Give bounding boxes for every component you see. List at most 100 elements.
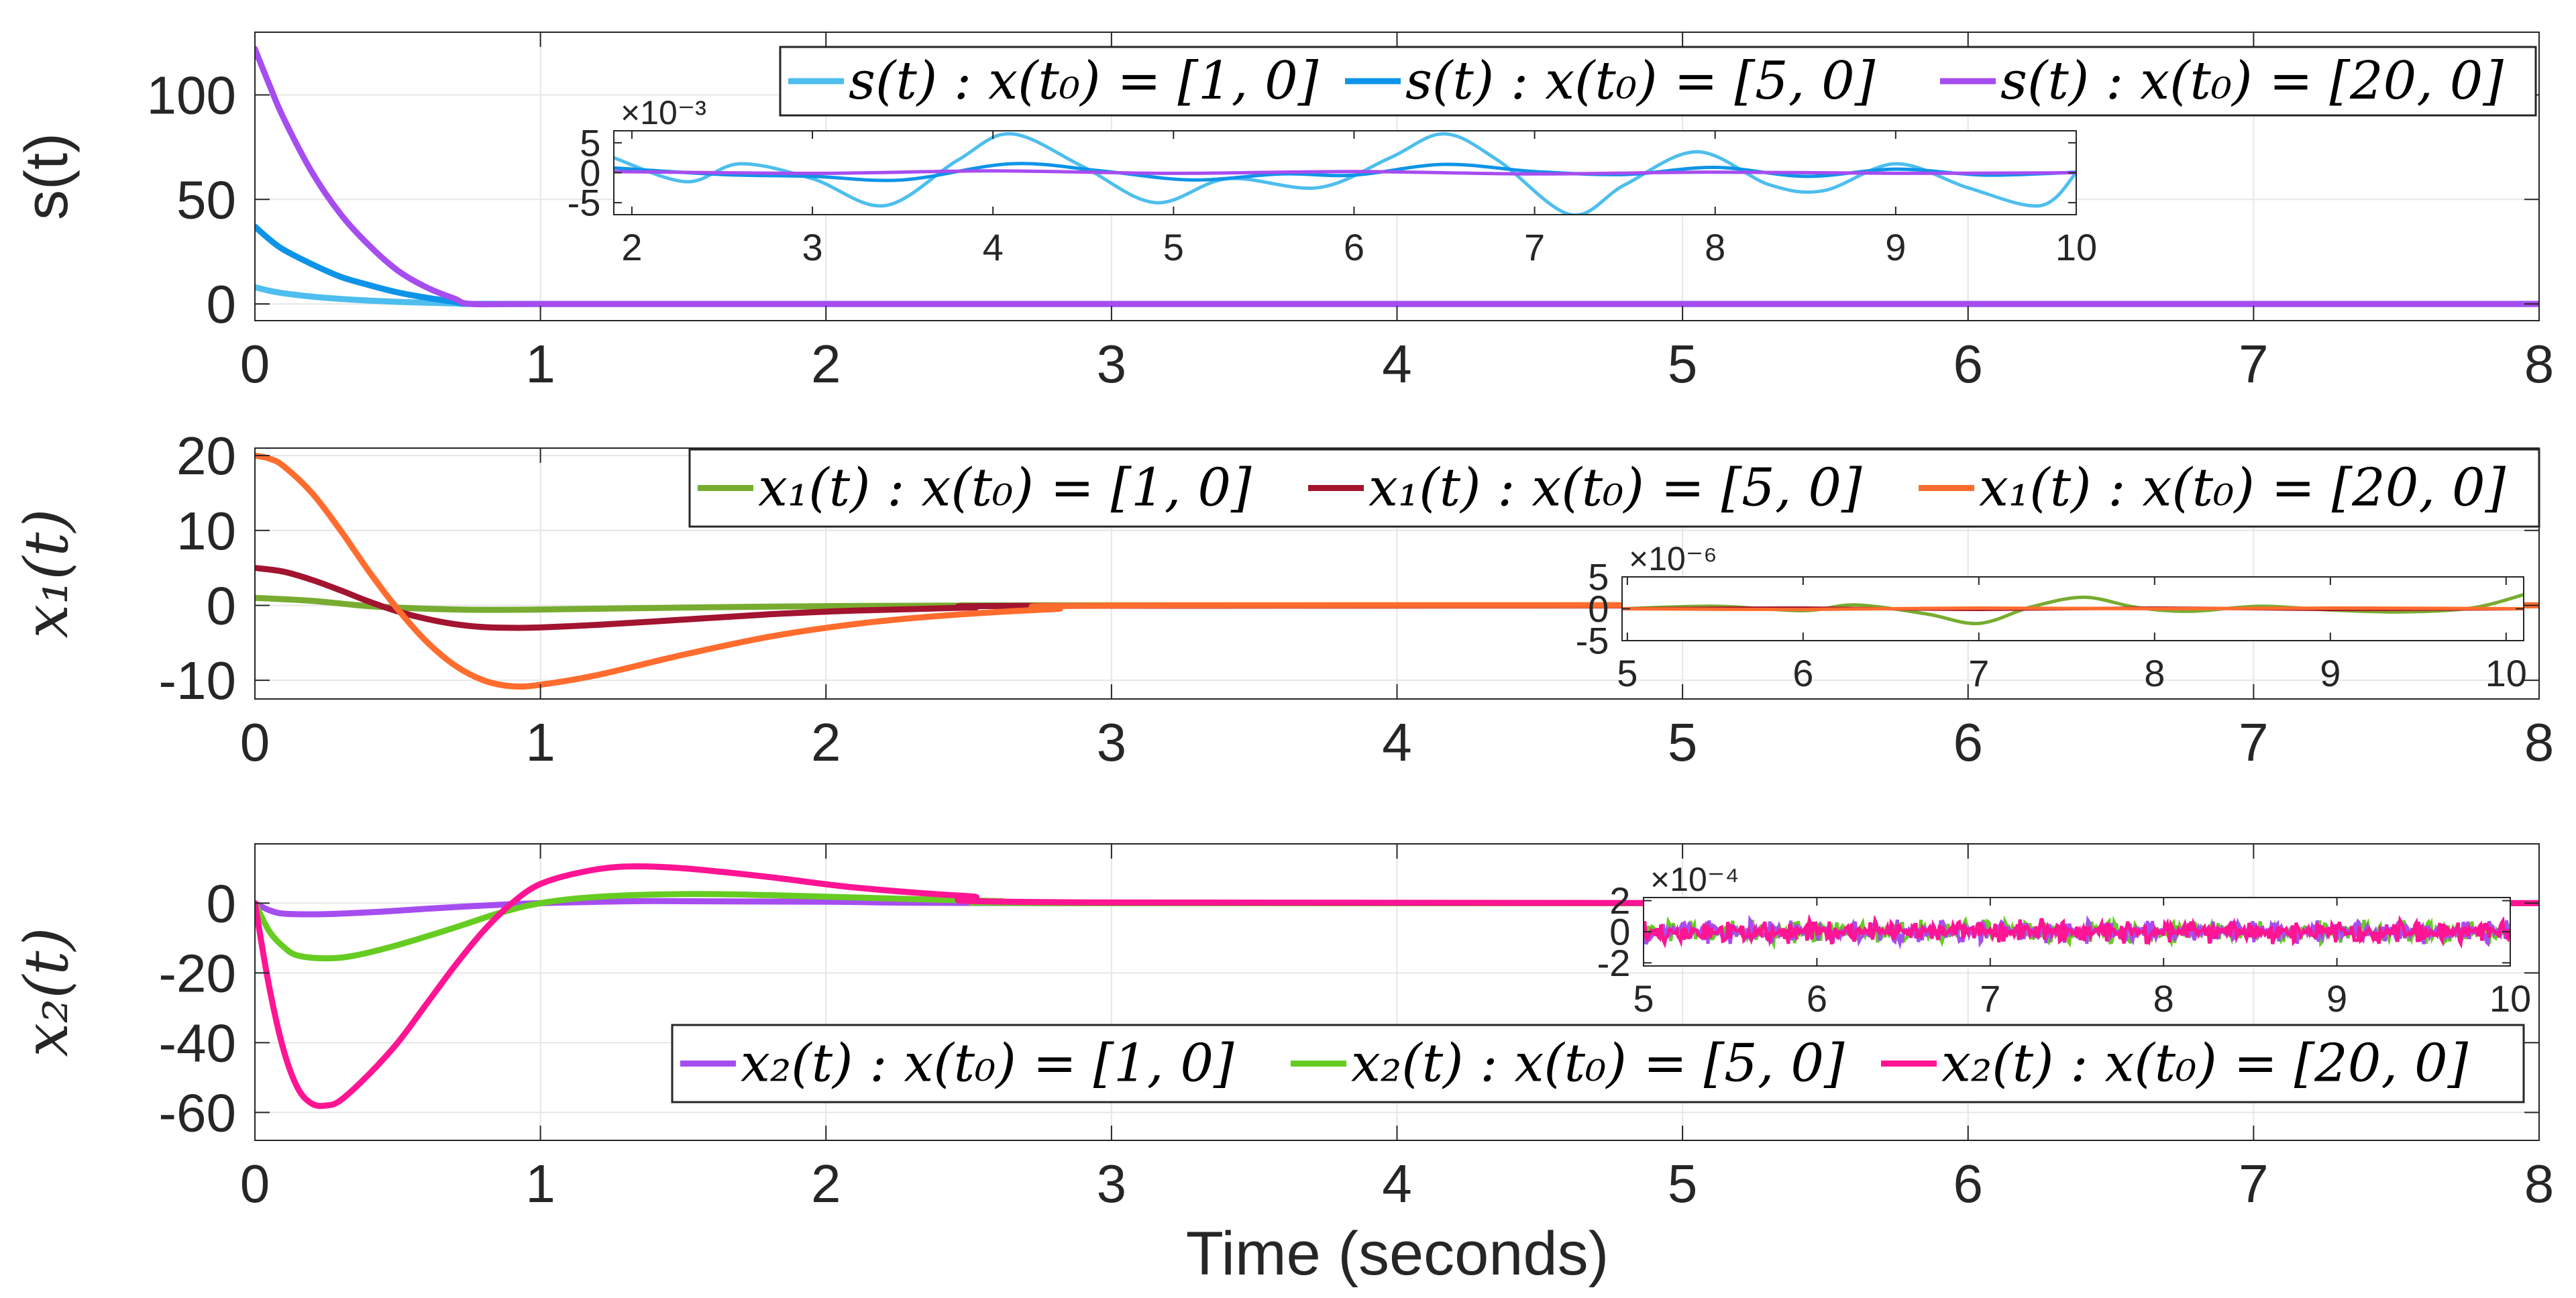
x2-ytick-label-1: -40 (158, 1013, 236, 1073)
s-ylabel: s(t) (13, 133, 80, 220)
x1-legend-label-1: x₁(t) : x(t₀) = [5, 0] (1368, 458, 1862, 519)
x2-xtick-label-1: 1 (525, 1154, 555, 1213)
x1-inset-exponent: ×10⁻⁶ (1629, 540, 1717, 578)
s-xtick-label-0: 0 (240, 334, 270, 394)
s-legend: s(t) : x(t₀) = [1, 0] s(t) : x(t₀) = [5, … (779, 46, 2537, 117)
s-inset-exponent: ×10⁻³ (621, 94, 706, 131)
x1-legend-box (688, 448, 2540, 528)
s-inset-xtick-label-2: 4 (983, 226, 1004, 268)
x2-xtick-label-8: 8 (2524, 1154, 2555, 1213)
s-inset-xtick-label-7: 9 (1885, 226, 1906, 268)
x2-inset-xtick-label-2: 7 (1980, 977, 2000, 1020)
s-xtick-label-6: 6 (1953, 334, 1984, 394)
s-inset-xtick-label-8: 10 (2055, 226, 2097, 268)
x2-legend-label-0: x₂(t) : x(t₀) = [1, 0] (741, 1034, 1234, 1094)
x1-inset-ytick-label-0: -5 (1576, 620, 1609, 662)
x2-xtick-label-5: 5 (1668, 1154, 1698, 1213)
x1-ytick-label-0: -10 (158, 651, 236, 710)
s-inset-xtick-label-3: 5 (1163, 226, 1184, 268)
x2-series-line-2 (255, 863, 2539, 1110)
x1-xtick-label-0: 0 (240, 712, 270, 772)
x1-xtick-label-3: 3 (1097, 712, 1127, 772)
x1-ytick-label-1: 0 (207, 576, 237, 635)
x2-legend: x₂(t) : x(t₀) = [1, 0] x₂(t) : x(t₀) = [5… (671, 1024, 2525, 1103)
x-axis-title: Time (seconds) (1186, 1220, 1609, 1288)
x2-inset-xtick-label-3: 8 (2153, 977, 2174, 1020)
x1-inset-xtick-label-3: 8 (2144, 652, 2165, 694)
s-inset-series-line-0 (614, 131, 2076, 215)
s-inset-series-line-1 (614, 162, 2076, 182)
s-inset-xtick-label-0: 2 (621, 226, 642, 268)
x2-inset-exponent: ×10⁻⁴ (1650, 861, 1739, 898)
x1-legend: x₁(t) : x(t₀) = [1, 0] x₁(t) : x(t₀) = [5… (688, 448, 2540, 528)
x2-xtick-label-4: 4 (1382, 1154, 1412, 1213)
x2-xtick-label-7: 7 (2239, 1154, 2269, 1213)
x2-ytick-label-2: -20 (158, 943, 236, 1003)
x2-inset-series-line-2 (1644, 914, 2510, 949)
s-inset-xtick-label-4: 6 (1344, 226, 1364, 268)
x2-xtick-label-6: 6 (1953, 1154, 1984, 1213)
x1-inset-ytick-label-2: 5 (1588, 556, 1609, 598)
x2-legend-label-1: x₂(t) : x(t₀) = [5, 0] (1351, 1034, 1845, 1094)
x1-xtick-label-4: 4 (1382, 712, 1412, 772)
s-inset-series-line-2 (614, 169, 2076, 176)
s-legend-label-0: s(t) : x(t₀) = [1, 0] (849, 51, 1319, 111)
s-inset-ytick-label-0: -5 (568, 182, 601, 224)
x2-inset-ytick-label-1: 0 (1609, 911, 1630, 953)
x1-inset-xtick-label-2: 7 (1968, 652, 1989, 694)
x1-xtick-label-6: 6 (1953, 712, 1984, 772)
s-inset: 2 3 4 5 6 7 8 9 10-505×10⁻³ (568, 94, 2098, 268)
s-inset-ytick-label-1: 0 (580, 152, 600, 194)
x1-inset-xtick-label-4: 9 (2320, 652, 2341, 694)
s-inset-xtick-label-6: 8 (1705, 226, 1725, 268)
x2-xtick-label-3: 3 (1097, 1154, 1127, 1213)
s-inset-ytick-label-2: 5 (580, 121, 600, 164)
s-xtick-label-8: 8 (2524, 334, 2555, 394)
x1-legend-label-0: x₁(t) : x(t₀) = [1, 0] (758, 458, 1252, 519)
x1-xtick-label-7: 7 (2239, 712, 2269, 772)
x2-legend-label-2: x₂(t) : x(t₀) = [20, 0] (1941, 1034, 2469, 1094)
x2-legend-box (671, 1024, 2525, 1103)
s-inset-xtick-label-1: 3 (802, 226, 822, 268)
x1-xtick-label-2: 2 (811, 712, 841, 772)
x2-inset-xtick-label-4: 9 (2326, 977, 2347, 1020)
s-xtick-label-3: 3 (1097, 334, 1127, 394)
x2-inset-xtick-label-5: 10 (2489, 977, 2531, 1020)
s-ytick-label-0: 0 (207, 274, 237, 334)
s-legend-box (779, 46, 2537, 117)
x1-inset-xtick-label-1: 6 (1792, 652, 1813, 694)
x2-inset-ytick-label-0: -2 (1597, 942, 1631, 984)
x1-xtick-label-5: 5 (1668, 712, 1698, 772)
s-xtick-label-2: 2 (811, 334, 841, 394)
x2-ylabel: x₂(t) (11, 927, 82, 1057)
x1-xtick-label-1: 1 (525, 712, 555, 772)
x1-ytick-label-2: 10 (176, 501, 236, 561)
s-ytick-label-1: 50 (176, 170, 236, 229)
x1-ylabel: x₁(t) (11, 508, 82, 638)
s-legend-label-2: s(t) : x(t₀) = [20, 0] (2000, 51, 2504, 111)
x1-xtick-label-8: 8 (2524, 712, 2555, 772)
x2-inset: 5 6 7 8 9 10 -202 ×10⁻⁴ (1597, 861, 2532, 1020)
x2-inset-ytick-label-2: 2 (1609, 879, 1630, 922)
s-inset-xtick-label-5: 7 (1524, 226, 1545, 268)
x2-xtick-label-0: 0 (240, 1154, 270, 1213)
x2-inset-xtick-label-0: 5 (1633, 977, 1654, 1020)
x2-inset-xtick-label-1: 6 (1807, 977, 1827, 1020)
x1-inset-xtick-label-5: 10 (2485, 652, 2527, 694)
x1-inset-xtick-label-0: 5 (1617, 652, 1638, 694)
x1-inset: 5 6 7 8 9 10 -505 ×10⁻⁶ (1576, 540, 2527, 694)
x1-legend-label-2: x₁(t) : x(t₀) = [20, 0] (1979, 458, 2506, 519)
x1-series-line-2 (255, 452, 2539, 690)
x1-ytick-label-3: 20 (176, 426, 236, 486)
s-xtick-label-4: 4 (1382, 334, 1412, 394)
s-xtick-label-7: 7 (2239, 334, 2269, 394)
x1-inset-ytick-label-1: 0 (1588, 588, 1609, 630)
x2-ytick-label-3: 0 (207, 873, 237, 933)
s-xtick-label-1: 1 (525, 334, 555, 394)
s-legend-label-1: s(t) : x(t₀) = [5, 0] (1405, 51, 1876, 111)
s-xtick-label-5: 5 (1668, 334, 1698, 394)
